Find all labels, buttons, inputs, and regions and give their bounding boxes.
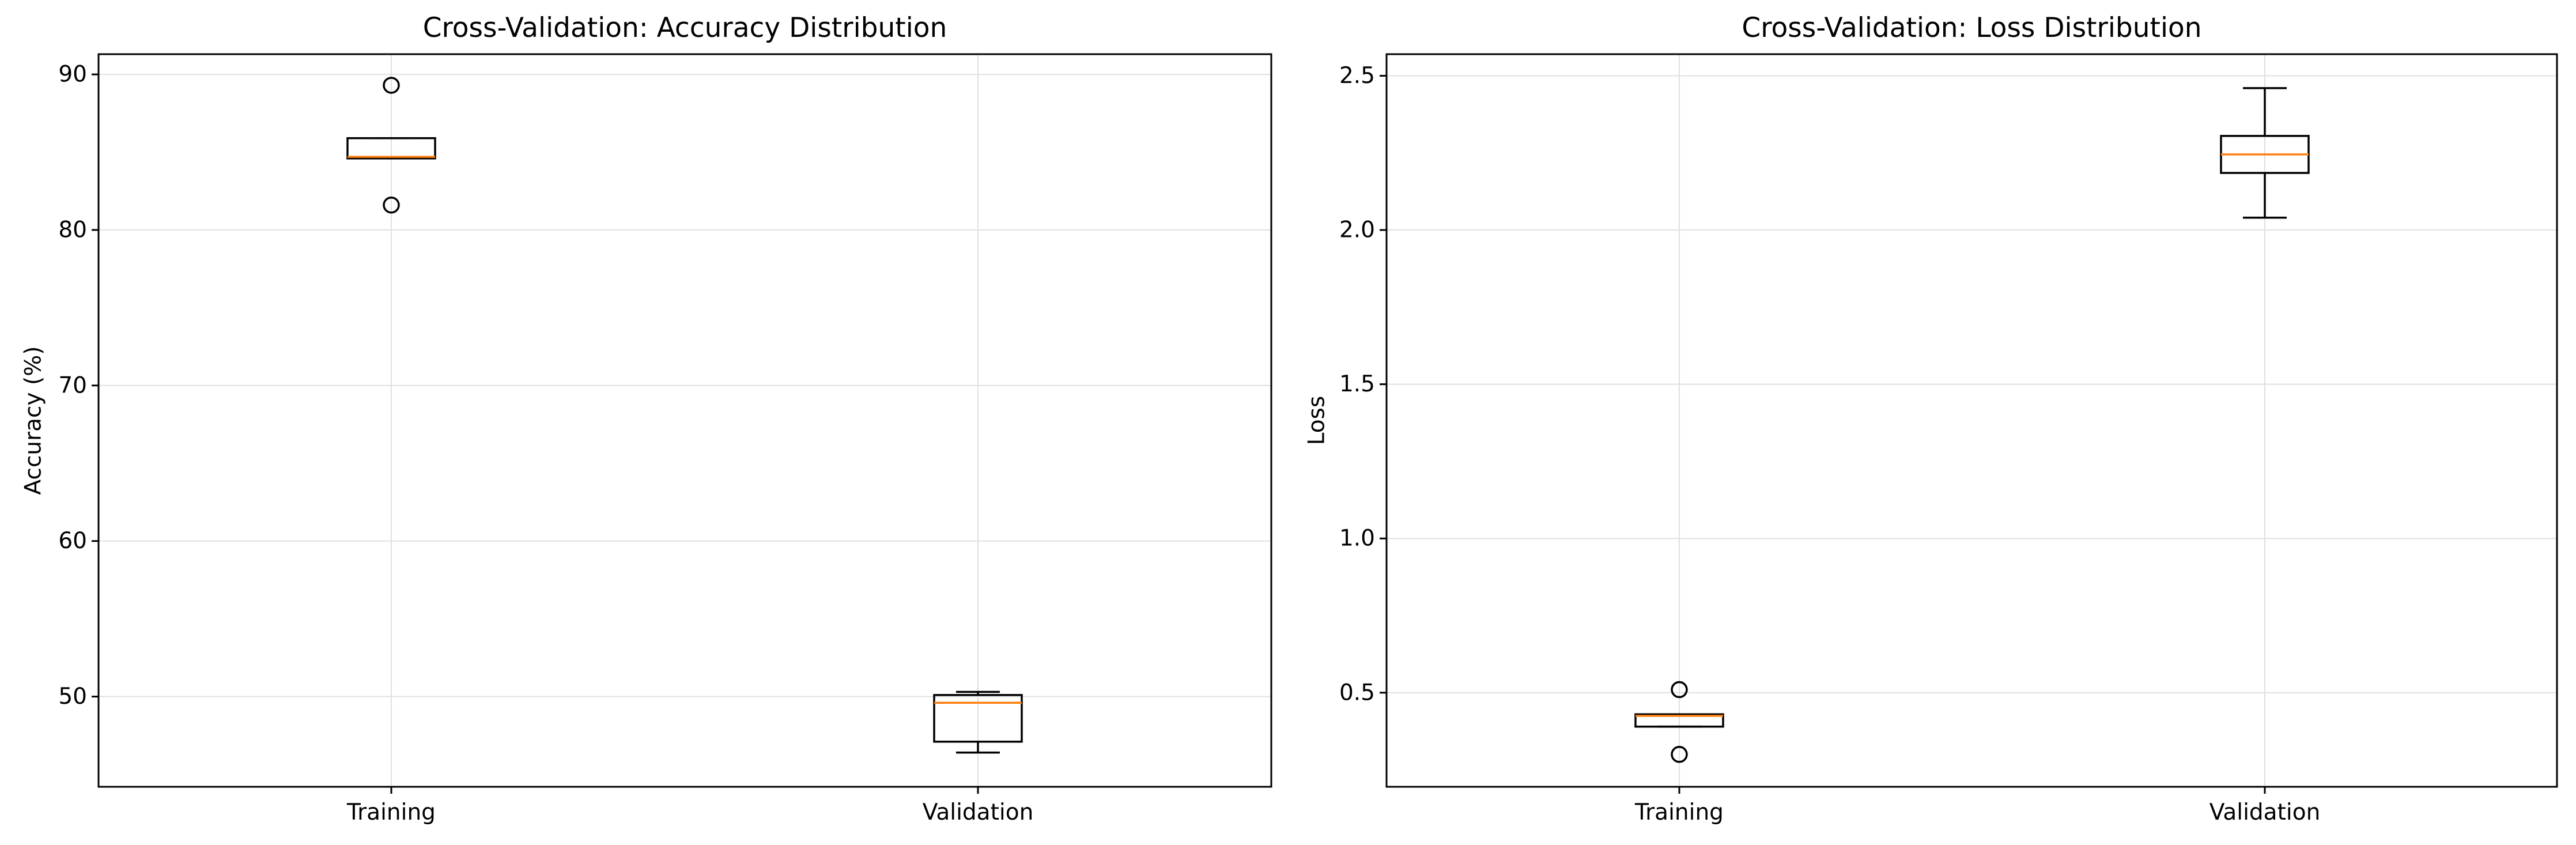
loss-boxes [1634,87,2310,763]
accuracy-boxes [346,77,1023,754]
flier-point [383,77,400,94]
box-iqr [933,694,1023,743]
loss-panel: 0.5 1.0 1.5 2.0 2.5 Training Validation Cross… [1304,12,2558,825]
loss-axes-frame [1385,53,2558,788]
flier-point [383,197,400,214]
loss-x-tick-label: Training [1634,799,1724,825]
box-iqr [346,137,436,160]
loss-chart-title: Cross-Validation: Loss Distribution [1742,12,2201,44]
accuracy-chart-title: Cross-Validation: Accuracy Distribution [423,12,947,44]
loss-y-axis-label: Loss [1304,396,1330,446]
accuracy-y-ticks: 50 60 70 80 90 [58,62,99,710]
accuracy-x-ticks: Training Validation [346,787,1033,825]
loss-y-tick-label: 1.5 [1339,371,1375,397]
accuracy-y-tick-label: 60 [58,528,87,554]
accuracy-grid [99,54,1271,787]
accuracy-y-tick-label: 90 [58,62,87,88]
accuracy-y-tick-label: 50 [58,684,87,710]
loss-box-training [1634,681,1724,763]
accuracy-x-tick-label: Validation [923,799,1034,825]
flier-point [1671,746,1688,763]
accuracy-y-axis-label: Accuracy (%) [21,346,47,495]
loss-y-tick-label: 2.5 [1339,63,1375,89]
accuracy-box-validation [933,691,1023,754]
loss-y-tick-label: 0.5 [1339,680,1375,706]
loss-y-ticks: 0.5 1.0 1.5 2.0 2.5 [1339,63,1387,706]
flier-point [1671,681,1688,699]
loss-grid [1387,54,2557,787]
accuracy-x-tick-label: Training [346,799,436,825]
box-iqr [1634,713,1724,728]
accuracy-axes-frame [97,53,1272,788]
loss-x-ticks: Training Validation [1634,787,2320,825]
accuracy-box-training [346,77,436,214]
accuracy-y-tick-label: 70 [58,372,87,398]
loss-y-tick-label: 2.0 [1339,217,1375,243]
accuracy-y-tick-label: 80 [58,217,87,243]
loss-x-tick-label: Validation [2209,799,2321,825]
loss-box-validation [2220,87,2310,219]
accuracy-panel: 50 60 70 80 90 Training Validation Cross-Vali… [21,12,1272,825]
loss-y-tick-label: 1.0 [1339,526,1375,552]
